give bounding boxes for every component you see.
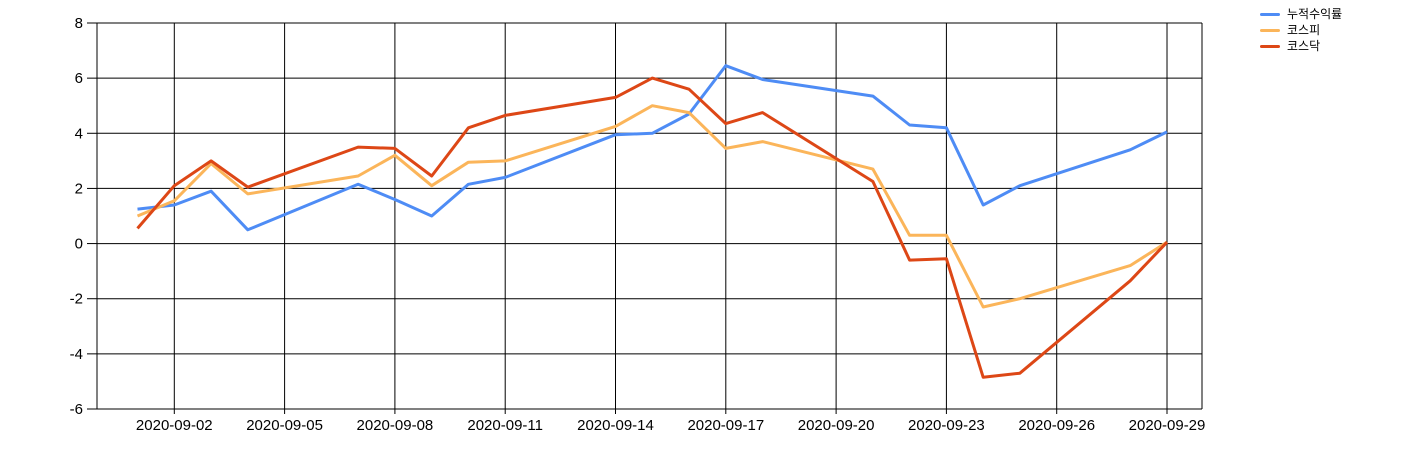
x-axis-label: 2020-09-29 xyxy=(1129,417,1206,434)
legend-swatch-line-red xyxy=(1260,45,1280,48)
x-axis-label: 2020-09-08 xyxy=(357,417,434,434)
legend-label: 코스닥 xyxy=(1287,39,1321,53)
y-axis-label: 4 xyxy=(75,125,83,142)
legend-label: 누적수익률 xyxy=(1287,7,1343,21)
x-axis-label: 2020-09-05 xyxy=(246,417,323,434)
legend-item-kosdaq: 코스닥 xyxy=(1260,40,1342,53)
legend-label: 코스피 xyxy=(1287,23,1321,37)
legend-item-cumulative-return: 누적수익률 xyxy=(1260,8,1342,21)
series-line-2[interactable] xyxy=(136,76,1169,379)
y-axis-label: 2 xyxy=(75,180,83,197)
legend: 누적수익률 코스피 코스닥 xyxy=(1260,8,1342,53)
legend-swatch-line-orange xyxy=(1260,29,1280,32)
x-axis-label: 2020-09-02 xyxy=(136,417,213,434)
x-axis-label: 2020-09-26 xyxy=(1018,417,1095,434)
legend-item-kospi: 코스피 xyxy=(1260,24,1342,37)
y-axis-label: 6 xyxy=(75,70,83,87)
y-axis-label: -4 xyxy=(70,346,83,363)
x-axis-label: 2020-09-17 xyxy=(687,417,764,434)
x-axis-label: 2020-09-11 xyxy=(467,417,543,434)
y-axis-label: 8 xyxy=(75,15,83,32)
x-axis-label: 2020-09-20 xyxy=(798,417,875,434)
series-line-0[interactable] xyxy=(137,64,1168,232)
x-axis-label: 2020-09-23 xyxy=(908,417,985,434)
x-axis-label: 2020-09-14 xyxy=(577,417,654,434)
y-axis-label: -6 xyxy=(70,401,83,418)
series-line-1[interactable] xyxy=(136,104,1168,309)
y-axis-label: 0 xyxy=(75,236,83,253)
y-axis-label: -2 xyxy=(70,291,83,308)
legend-swatch-line-blue xyxy=(1260,13,1280,16)
